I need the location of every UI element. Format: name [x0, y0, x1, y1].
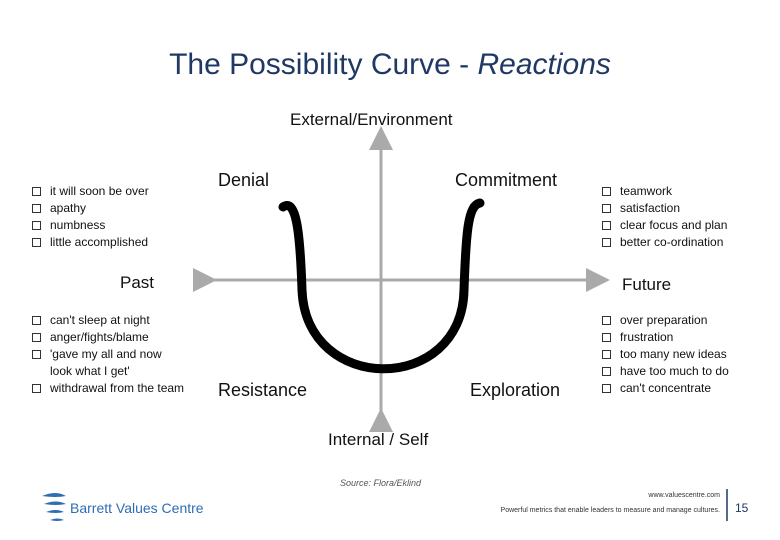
title-main: The Possibility Curve -: [169, 48, 478, 81]
axis-label: Past: [120, 273, 155, 292]
axis-label: Internal / Self: [328, 430, 429, 449]
list-item: anger/fights/blame: [32, 329, 184, 346]
list-item: over preparation: [602, 312, 729, 329]
list-item: can't concentrate: [602, 380, 729, 397]
list-item: numbness: [32, 217, 149, 234]
quadrant-label: Commitment: [455, 170, 558, 190]
logo-icon: [42, 493, 66, 521]
list-item: satisfaction: [602, 200, 727, 217]
footer-tagline: Powerful metrics that enable leaders to …: [500, 507, 720, 514]
list-item: frustration: [602, 329, 729, 346]
list-item: 'gave my all and now look what I get': [32, 346, 170, 380]
list-item: too many new ideas: [602, 346, 729, 363]
page-number: 15: [735, 501, 749, 515]
list-item: apathy: [32, 200, 149, 217]
reaction-list: teamwork satisfaction clear focus and plan…: [602, 183, 727, 251]
logo-text: Barrett Values Centre: [70, 500, 204, 516]
list-item: it will soon be over: [32, 183, 149, 200]
axis-label: Future: [622, 275, 672, 294]
list-item: teamwork: [602, 183, 727, 200]
axis-label: External/Environment: [290, 110, 453, 129]
list-item: have too much to do: [602, 363, 729, 380]
quadrant-label: Resistance: [218, 380, 308, 400]
possibility-curve: [278, 198, 485, 374]
list-item: better co-ordination: [602, 234, 727, 251]
title: The Possibility Curve - Reactions: [0, 48, 780, 82]
footer-url: www.valuescentre.com: [648, 492, 720, 499]
reaction-list: over preparation frustration too many new …: [602, 312, 729, 397]
quadrant-label: Denial: [218, 170, 270, 190]
list-item: withdrawal from the team: [32, 380, 184, 397]
reaction-list: can't sleep at night anger/fights/blame'g…: [32, 312, 184, 397]
list-item: can't sleep at night: [32, 312, 184, 329]
list-item: clear focus and plan: [602, 217, 727, 234]
title-emphasis: Reactions: [477, 48, 611, 81]
source: Source: Flora/Eklind: [340, 478, 422, 488]
quadrant-label: Exploration: [470, 380, 561, 400]
reaction-list: it will soon be over apathy numbness little…: [32, 183, 149, 251]
list-item: little accomplished: [32, 234, 149, 251]
